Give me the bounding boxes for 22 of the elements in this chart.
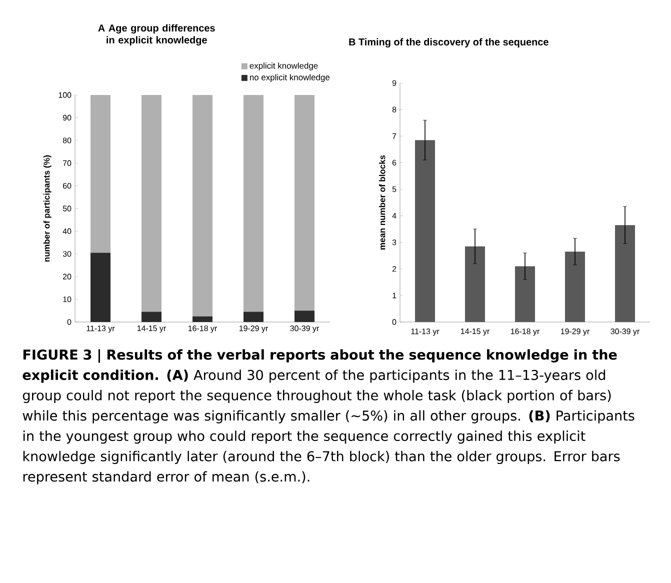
chart-title: A Age group differences in explicit knowledge <box>98 24 215 46</box>
legend-label: explicit knowledge <box>250 62 318 70</box>
bar <box>465 246 486 322</box>
bar <box>615 225 636 322</box>
text: FIGURE 3 | Results of the verbal reports about the sequence knowledge in the explicit condition. (A) Around 30 percent of the participants in the 11–13-years old group could not report the sequence throughout the whole task (black portion of bars) while this percentage was significantly smaller (∼5%) in all other groups. (B) Participants in the youngest group who could report the sequence correctly gained this explicit knowledge significantly later (around the 6–7th block) than the older groups. Error bars represent standard error of mean (s.e.m.). <box>22 349 634 484</box>
bar <box>515 266 536 322</box>
legend-label: no explicit knowledge <box>250 74 330 82</box>
bar <box>192 95 212 316</box>
bar <box>565 252 586 322</box>
bar <box>142 312 162 322</box>
y-axis-title: mean number of blocks <box>378 155 386 250</box>
bar <box>90 252 110 322</box>
bar <box>294 310 314 322</box>
bar <box>415 140 436 322</box>
bar <box>90 95 110 253</box>
bar <box>142 95 162 312</box>
chart-title: B Timing of the discovery of the sequence <box>349 38 548 48</box>
bar <box>192 316 212 322</box>
y-axis-title: number of participants (%) <box>43 155 52 262</box>
bar <box>244 95 264 312</box>
bar <box>244 312 264 322</box>
bar <box>294 95 314 311</box>
